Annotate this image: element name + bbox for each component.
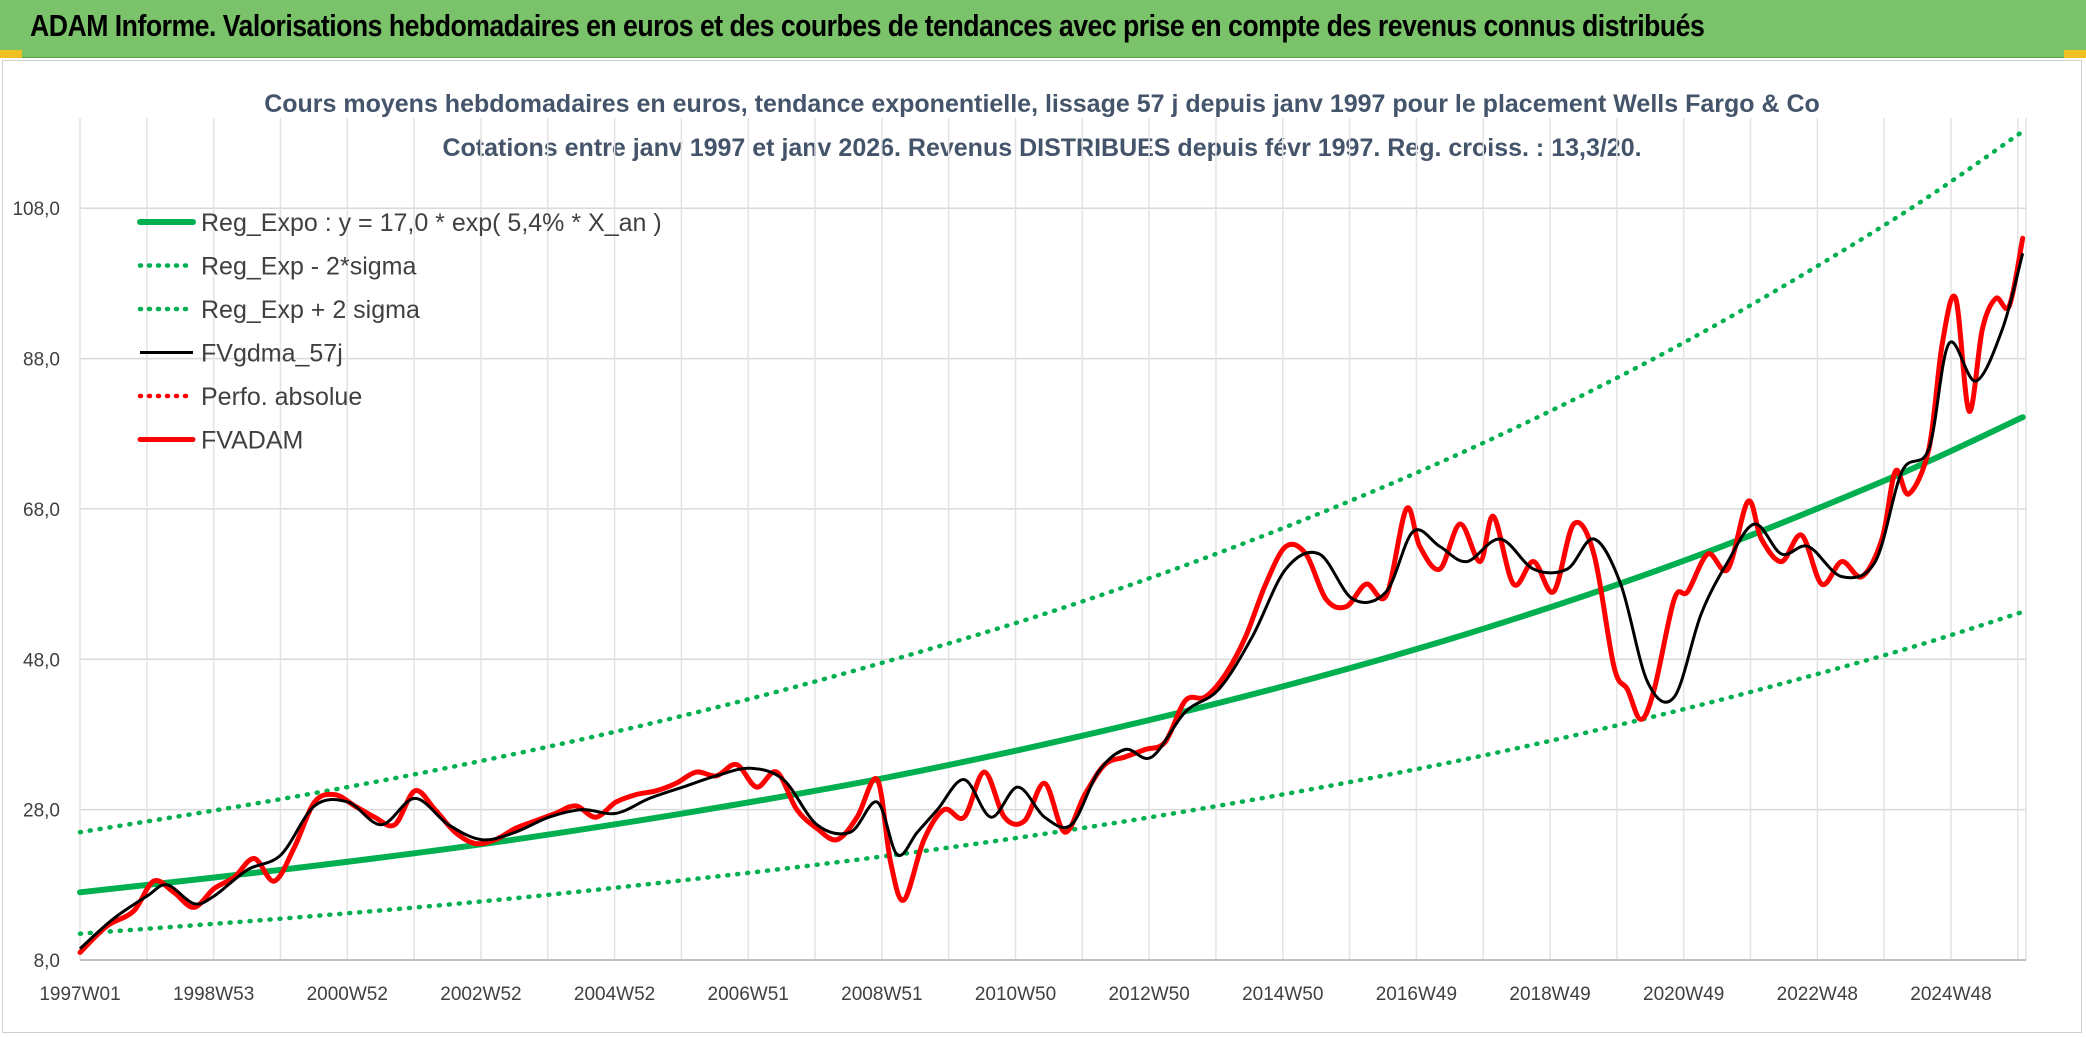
- x-tick-label: 2004W52: [574, 984, 655, 1005]
- trend-lower-band: [77, 609, 2025, 936]
- x-tick-label: 2024W48: [1910, 984, 1991, 1005]
- y-tick-label: 48,0: [23, 650, 60, 671]
- legend-label: Reg_Expo : y = 17,0 * exp( 5,4% * X_an ): [201, 209, 662, 237]
- x-tick-label: 2006W51: [708, 984, 789, 1005]
- chart-subtitle: Cotations entre janv 1997 et janv 2026. …: [442, 134, 1641, 162]
- legend-label: Perfo. absolue: [201, 383, 362, 411]
- x-tick-label: 2010W50: [975, 984, 1056, 1005]
- x-tick-label: 2018W49: [1509, 984, 1590, 1005]
- x-tick-label: 2020W49: [1643, 984, 1724, 1005]
- trend-upper-band: [77, 129, 2025, 835]
- legend: Reg_Expo : y = 17,0 * exp( 5,4% * X_an )…: [137, 209, 662, 455]
- axes: 8,0 28,0 48,0 68,0 88,0 108,0 1997W01 1998W53 20…: [12, 199, 2026, 1005]
- smoothed-line: [79, 252, 2025, 950]
- y-tick-label: 8,0: [34, 951, 60, 972]
- chart-frame: [2, 60, 2082, 1033]
- trend-line: [77, 414, 2026, 896]
- banner-corner-left: [0, 50, 22, 58]
- x-tick-label: 2008W51: [841, 984, 922, 1005]
- grid: [79, 118, 2027, 961]
- legend-label: FVgdma_57j: [201, 340, 343, 368]
- y-tick-label: 108,0: [12, 199, 60, 220]
- report-banner: ADAM Informe. Valorisations hebdomadaire…: [0, 0, 2086, 58]
- report-title: ADAM Informe. Valorisations hebdomadaire…: [30, 8, 1705, 43]
- x-tick-label: 2002W52: [440, 984, 521, 1005]
- chart-title: Cours moyens hebdomadaires en euros, ten…: [264, 90, 1820, 118]
- x-tick-label: 1998W53: [173, 984, 254, 1005]
- legend-label: Reg_Exp - 2*sigma: [201, 253, 416, 281]
- legend-label: Reg_Exp + 2 sigma: [201, 296, 420, 324]
- y-tick-label: 68,0: [23, 500, 60, 521]
- x-tick-label: 2022W48: [1777, 984, 1858, 1005]
- y-tick-label: 28,0: [23, 801, 60, 822]
- x-tick-label: 1997W01: [39, 984, 120, 1005]
- x-tick-label: 2014W50: [1242, 984, 1323, 1005]
- fvadam-line: [77, 235, 2026, 955]
- x-tick-label: 2012W50: [1108, 984, 1189, 1005]
- banner-corner-right: [2064, 50, 2086, 58]
- x-tick-label: 2000W52: [307, 984, 388, 1005]
- y-tick-label: 88,0: [23, 350, 60, 371]
- series-layer: [77, 129, 2026, 955]
- legend-label: FVADAM: [201, 427, 303, 455]
- x-tick-label: 2016W49: [1376, 984, 1457, 1005]
